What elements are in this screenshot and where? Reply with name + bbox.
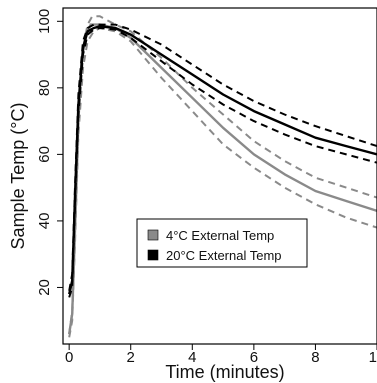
series-line-0 (68, 23, 377, 335)
legend: 4°C External Temp 20°C External Temp (136, 218, 308, 268)
x-tick-label: 4 (188, 349, 196, 366)
legend-swatch-4c (147, 229, 159, 241)
y-tick-label: 20 (36, 279, 53, 296)
legend-swatch-20c (147, 249, 159, 261)
y-tick-label: 40 (36, 213, 53, 230)
series-line-5 (68, 27, 377, 298)
y-axis-title: Sample Temp (°C) (8, 103, 28, 250)
x-tick-label: 10 (369, 349, 377, 366)
y-tick-label: 60 (36, 146, 53, 163)
x-tick-label: 8 (311, 349, 319, 366)
legend-label-4c: 4°C External Temp (166, 228, 274, 243)
series-line-4 (68, 23, 377, 291)
x-tick-label: 0 (65, 349, 73, 366)
x-tick-label: 2 (127, 349, 135, 366)
x-tick-label: 6 (250, 349, 258, 366)
series-line-1 (68, 15, 377, 335)
legend-box (136, 218, 308, 268)
legend-label-20c: 20°C External Temp (166, 248, 282, 263)
x-axis-title: Time (minutes) (165, 362, 284, 382)
y-tick-label: 100 (36, 9, 53, 34)
plot-frame (62, 7, 377, 345)
y-tick-label: 80 (36, 79, 53, 96)
